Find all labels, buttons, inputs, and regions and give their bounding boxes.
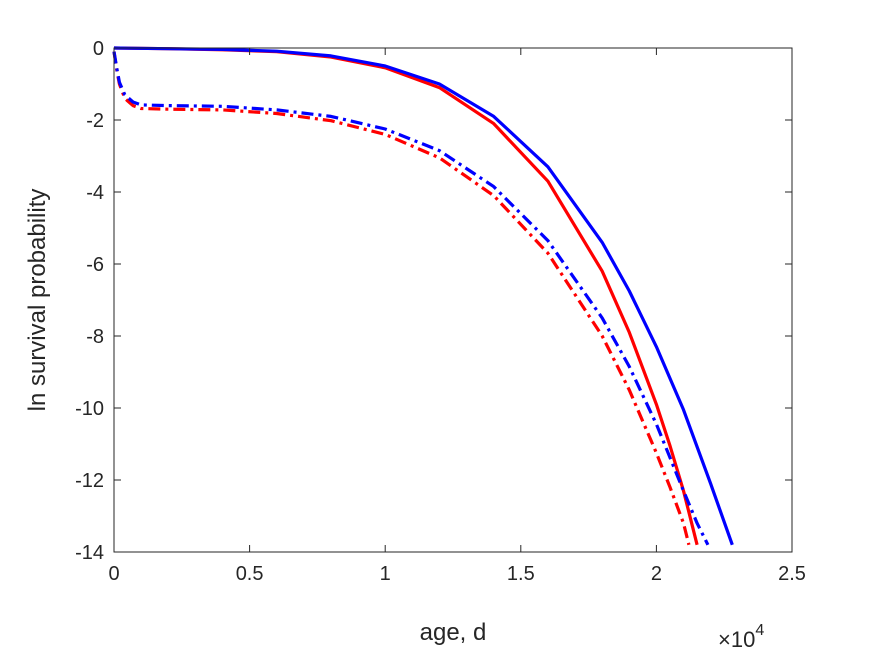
x-tick-label: 0.5 bbox=[236, 563, 264, 585]
x-tick-label: 1.5 bbox=[507, 563, 535, 585]
x-axis-multiplier: ×104 bbox=[718, 622, 764, 652]
y-tick-label: -8 bbox=[86, 326, 104, 348]
plot-frame bbox=[113, 47, 793, 553]
y-tick-label: -10 bbox=[75, 398, 104, 420]
y-tick-label: -2 bbox=[86, 110, 104, 132]
series-line-2 bbox=[113, 46, 734, 546]
x-axis-label: age, d bbox=[420, 619, 487, 646]
series-layer bbox=[112, 46, 734, 546]
series-line-4 bbox=[112, 51, 710, 546]
x-axis-multiplier-exponent: 4 bbox=[755, 622, 764, 639]
y-ticks: 0 -2 -4 -6 -8 -10 -12 -14 bbox=[75, 38, 792, 564]
y-tick-label: -12 bbox=[75, 470, 104, 492]
y-tick-label: -14 bbox=[75, 542, 104, 564]
x-ticks: 0 0.5 1 1.5 2 2.5 bbox=[108, 48, 806, 585]
x-tick-label: 2 bbox=[651, 563, 662, 585]
series-line-3 bbox=[112, 51, 691, 546]
x-tick-label: 1 bbox=[380, 563, 391, 585]
y-tick-label: 0 bbox=[93, 38, 104, 60]
x-axis-multiplier-base: ×10 bbox=[718, 627, 755, 652]
plot-area bbox=[114, 48, 792, 552]
x-tick-label: 2.5 bbox=[778, 563, 806, 585]
x-tick-label: 0 bbox=[108, 563, 119, 585]
y-axis-label: ln survival probability bbox=[24, 189, 51, 412]
y-tick-label: -6 bbox=[86, 254, 104, 276]
y-tick-label: -4 bbox=[86, 182, 104, 204]
